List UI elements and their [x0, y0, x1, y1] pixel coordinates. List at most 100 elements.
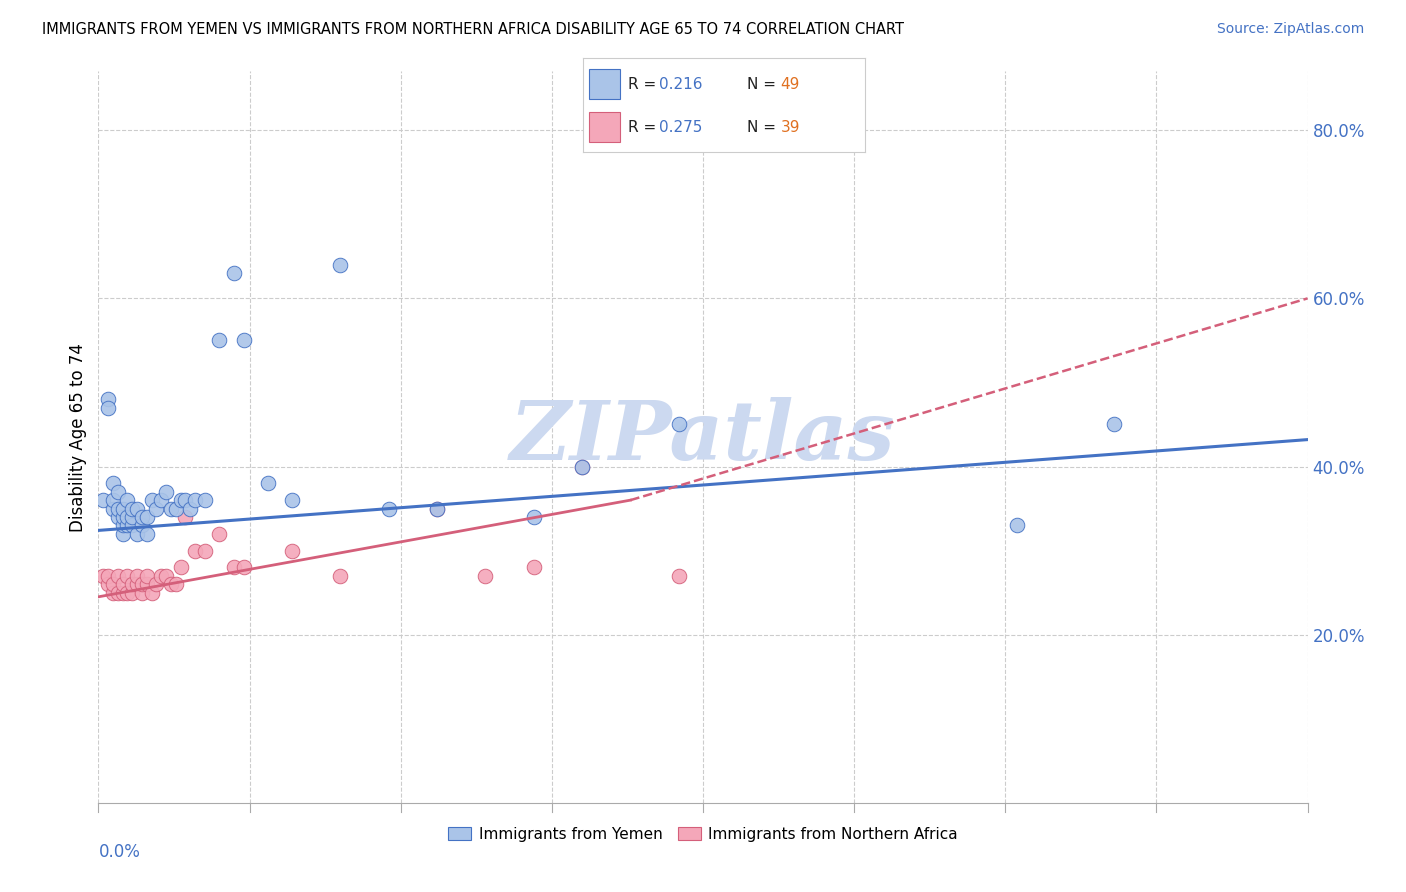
Point: [668, 417, 690, 432]
Text: Source: ZipAtlas.com: Source: ZipAtlas.com: [1216, 22, 1364, 37]
Point: [97, 569, 120, 583]
Point: [117, 518, 139, 533]
Point: [101, 585, 124, 599]
Point: [523, 560, 546, 574]
Point: [101, 501, 124, 516]
Point: [571, 459, 593, 474]
Text: R =: R =: [628, 77, 662, 92]
Point: [131, 577, 153, 591]
Text: N =: N =: [747, 77, 780, 92]
Text: 0.275: 0.275: [659, 120, 703, 135]
Point: [281, 493, 304, 508]
Point: [174, 510, 197, 524]
Point: [155, 484, 177, 499]
Point: [111, 501, 134, 516]
Point: [91, 569, 114, 583]
Point: [111, 510, 134, 524]
FancyBboxPatch shape: [589, 112, 620, 142]
Point: [97, 577, 120, 591]
Point: [571, 459, 593, 474]
Point: [169, 493, 191, 508]
Point: [117, 493, 139, 508]
Point: [117, 510, 139, 524]
Point: [101, 577, 124, 591]
Point: [117, 569, 139, 583]
Legend: Immigrants from Yemen, Immigrants from Northern Africa: Immigrants from Yemen, Immigrants from N…: [441, 821, 965, 847]
Point: [135, 510, 157, 524]
Point: [101, 493, 124, 508]
Point: [121, 510, 143, 524]
Point: [127, 569, 149, 583]
Text: 0.0%: 0.0%: [98, 843, 141, 861]
Text: 0.216: 0.216: [659, 77, 703, 92]
Point: [208, 526, 231, 541]
Text: R =: R =: [628, 120, 662, 135]
Point: [121, 518, 143, 533]
Point: [222, 266, 245, 280]
Text: IMMIGRANTS FROM YEMEN VS IMMIGRANTS FROM NORTHERN AFRICA DISABILITY AGE 65 TO 74: IMMIGRANTS FROM YEMEN VS IMMIGRANTS FROM…: [42, 22, 904, 37]
Point: [107, 585, 129, 599]
Point: [145, 577, 167, 591]
Point: [329, 569, 352, 583]
Point: [111, 518, 134, 533]
Point: [150, 493, 173, 508]
Point: [169, 560, 191, 574]
Text: ZIPatlas: ZIPatlas: [510, 397, 896, 477]
Point: [127, 577, 149, 591]
Point: [107, 569, 129, 583]
Point: [474, 569, 496, 583]
Point: [194, 493, 217, 508]
Point: [135, 577, 157, 591]
Point: [222, 560, 245, 574]
Point: [127, 526, 149, 541]
Point: [232, 334, 254, 348]
Point: [184, 493, 207, 508]
Point: [131, 585, 153, 599]
Point: [91, 493, 114, 508]
Point: [121, 577, 143, 591]
Point: [232, 560, 254, 574]
Point: [184, 543, 207, 558]
Point: [111, 577, 134, 591]
Point: [426, 501, 449, 516]
Point: [141, 585, 163, 599]
Point: [121, 585, 143, 599]
Point: [107, 510, 129, 524]
Point: [179, 501, 201, 516]
Point: [97, 392, 120, 407]
Point: [141, 493, 163, 508]
Point: [194, 543, 217, 558]
Point: [111, 526, 134, 541]
Point: [523, 510, 546, 524]
Point: [1102, 417, 1125, 432]
Text: 39: 39: [780, 120, 800, 135]
Point: [160, 577, 183, 591]
Point: [131, 518, 153, 533]
Point: [377, 501, 399, 516]
Point: [426, 501, 449, 516]
Point: [668, 569, 690, 583]
Point: [1007, 518, 1029, 533]
Y-axis label: Disability Age 65 to 74: Disability Age 65 to 74: [69, 343, 87, 532]
Point: [281, 543, 304, 558]
Point: [97, 401, 120, 415]
Point: [174, 493, 197, 508]
FancyBboxPatch shape: [589, 70, 620, 99]
Point: [111, 585, 134, 599]
Point: [165, 577, 187, 591]
Point: [256, 476, 278, 491]
Point: [150, 569, 173, 583]
Point: [145, 501, 167, 516]
Point: [160, 501, 183, 516]
Point: [101, 476, 124, 491]
Point: [107, 501, 129, 516]
Point: [107, 484, 129, 499]
Point: [117, 585, 139, 599]
Point: [165, 501, 187, 516]
Point: [329, 258, 352, 272]
Point: [121, 501, 143, 516]
Text: 49: 49: [780, 77, 800, 92]
Point: [155, 569, 177, 583]
Point: [135, 569, 157, 583]
Point: [135, 526, 157, 541]
